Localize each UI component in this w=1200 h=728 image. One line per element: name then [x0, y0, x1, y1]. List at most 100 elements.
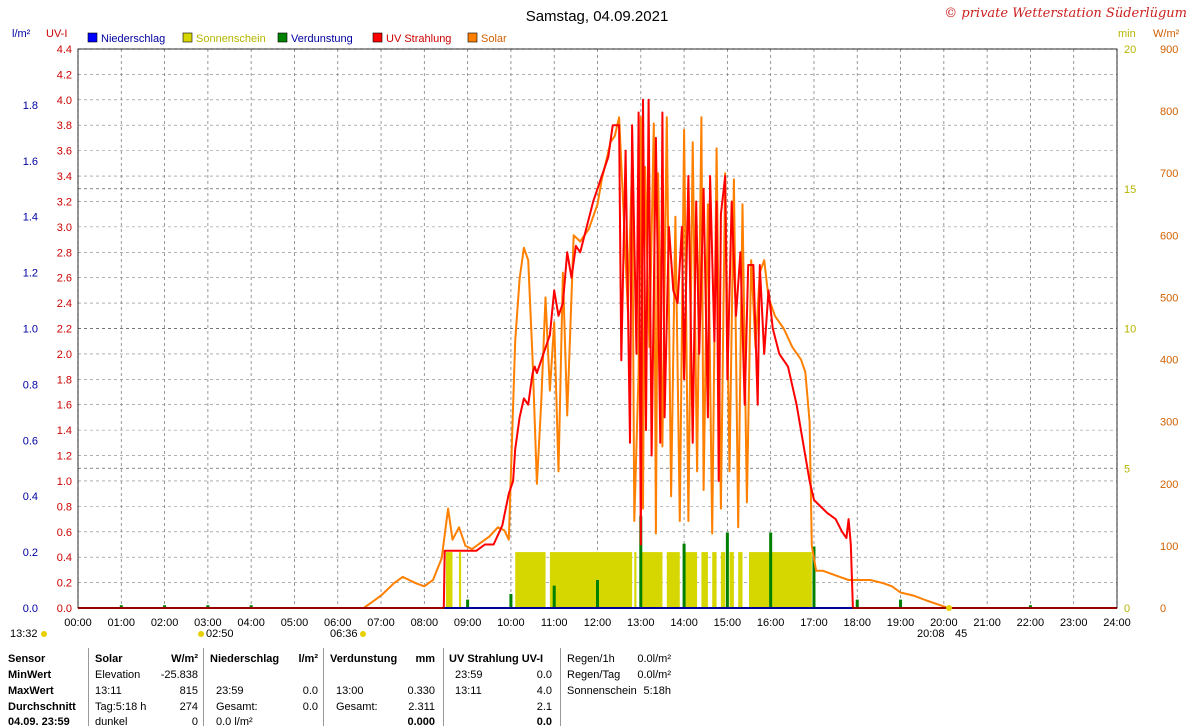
evaporation-bar-2 [206, 605, 210, 608]
uv-tick-10: 2.0 [57, 349, 72, 361]
uv-value-0: 0.0 [536, 669, 552, 681]
sunshine-bar-1 [458, 552, 462, 608]
uv-tick-15: 3.0 [57, 222, 72, 234]
x-tick-6: 06:00 [324, 617, 352, 629]
evap-header: Verdunstung [330, 653, 398, 665]
evaporation-bar-15 [1028, 605, 1032, 608]
uv-unit-label: UV-I [46, 28, 67, 40]
sunset-suffix: 45 [955, 628, 967, 640]
rain-tick-9: 1.8 [23, 100, 38, 112]
evap-value-3: 0.000 [407, 716, 435, 728]
sunshine-bar-7 [684, 552, 698, 608]
solar-label-1: 13:11 [95, 685, 122, 697]
x-tick-7: 07:00 [367, 617, 395, 629]
evap-value-1: 0.330 [407, 685, 435, 697]
sunshine-bar-5 [640, 552, 663, 608]
legend-label-0: Niederschlag [101, 33, 165, 45]
uv-tick-0: 0.0 [57, 603, 72, 615]
plot-frame [77, 48, 1118, 609]
rain-header: Niederschlag [210, 653, 280, 665]
legend-label-1: Sonnenschein [196, 33, 266, 45]
solar-tick-1: 100 [1160, 541, 1178, 553]
x-tick-22: 22:00 [1017, 617, 1045, 629]
solar-value-0: -25.838 [160, 669, 198, 681]
mid-time-label: 02:50 [206, 628, 234, 640]
rate-label-2: Sonnenschein [567, 685, 637, 697]
uv-value-3: 0.0 [536, 716, 552, 728]
evaporation-bars [119, 515, 1032, 608]
solar-tick-6: 600 [1160, 230, 1178, 242]
x-tick-24: 24:00 [1103, 617, 1131, 629]
solar-tick-8: 800 [1160, 106, 1178, 118]
uv-tick-12: 2.4 [57, 298, 72, 310]
stats-row-label-1: MinWert [8, 669, 52, 681]
evap-label-1: 13:00 [336, 685, 364, 697]
legend-swatch-2 [277, 32, 288, 43]
uv-tick-5: 1.0 [57, 476, 72, 488]
stats-row-label-2: MaxWert [8, 685, 54, 697]
sunrise-label: 06:36 [330, 628, 358, 640]
sunshine-bar-9 [712, 552, 717, 608]
rate-label-1: Regen/Tag [567, 669, 621, 681]
uv-tick-18: 3.6 [57, 146, 72, 158]
rain-unit: l/m² [298, 653, 318, 665]
rain-tick-1: 0.2 [23, 547, 38, 559]
mid-sun-dot [198, 631, 204, 637]
x-tick-13: 13:00 [627, 617, 655, 629]
uv-tick-11: 2.2 [57, 324, 72, 336]
evaporation-bar-10 [725, 532, 729, 608]
uv-header: UV Strahlung UV-I [449, 653, 544, 665]
rain-label-2: Gesamt: [216, 701, 258, 713]
rate-value-0: 0.0l/m² [637, 653, 671, 665]
solar-header: Solar [95, 653, 123, 665]
x-tick-23: 23:00 [1060, 617, 1088, 629]
sunshine-tick-4: 20 [1124, 44, 1136, 56]
uv-tick-19: 3.8 [57, 120, 72, 132]
x-tick-17: 17:00 [800, 617, 828, 629]
sunset-dot [946, 605, 952, 611]
rain-tick-7: 1.4 [23, 212, 38, 224]
sunshine-tick-0: 0 [1124, 603, 1130, 615]
uv-tick-20: 4.0 [57, 95, 72, 107]
copyright-text: © private Wetterstation Süderlügum [944, 6, 1187, 21]
rate-value-2: 5:18h [643, 685, 671, 697]
evaporation-bar-8 [639, 515, 643, 608]
solar-tick-2: 200 [1160, 479, 1178, 491]
uv-tick-8: 1.6 [57, 400, 72, 412]
evaporation-bar-0 [119, 605, 123, 608]
evaporation-bar-7 [596, 580, 599, 608]
x-tick-19: 19:00 [887, 617, 915, 629]
x-tick-3: 03:00 [194, 617, 222, 629]
uv-value-1: 4.0 [536, 685, 552, 697]
evaporation-bar-1 [163, 605, 167, 608]
solar-tick-5: 500 [1160, 292, 1178, 304]
rain-value-2: 0.0 [302, 701, 318, 713]
uv-label-1: 13:11 [455, 685, 482, 697]
solar-tick-3: 300 [1160, 417, 1178, 429]
weather-chart: Samstag, 04.09.2021 © private Wetterstat… [10, 6, 1187, 640]
evaporation-bar-3 [249, 605, 253, 608]
sunshine-bar-0 [445, 552, 453, 608]
legend: Niederschlag Sonnenschein Verdunstung UV St… [87, 32, 507, 45]
x-tick-5: 05:00 [281, 617, 309, 629]
legend-label-3: UV Strahlung [386, 33, 451, 45]
x-tick-11: 11:00 [541, 617, 568, 629]
solar-label-2: Tag:5:18 h [95, 701, 147, 713]
x-tick-4: 04:00 [237, 617, 265, 629]
rate-value-1: 0.0l/m² [637, 669, 671, 681]
evap-label-2: Gesamt: [336, 701, 378, 713]
legend-swatch-4 [467, 32, 478, 43]
uv-label-0: 23:59 [455, 669, 483, 681]
uv-tick-21: 4.2 [57, 69, 72, 81]
evaporation-bar-14 [899, 599, 903, 608]
solar-tick-0: 0 [1160, 603, 1166, 615]
grid [77, 48, 1118, 609]
sunshine-bar-11 [729, 552, 734, 608]
uv-tick-17: 3.4 [57, 171, 72, 183]
rain-tick-8: 1.6 [23, 156, 38, 168]
uv-tick-22: 4.4 [57, 44, 72, 56]
uv-tick-6: 1.2 [57, 451, 72, 463]
uv-tick-13: 2.6 [57, 273, 72, 285]
x-tick-16: 16:00 [757, 617, 785, 629]
solar-value-1: 815 [179, 685, 198, 697]
